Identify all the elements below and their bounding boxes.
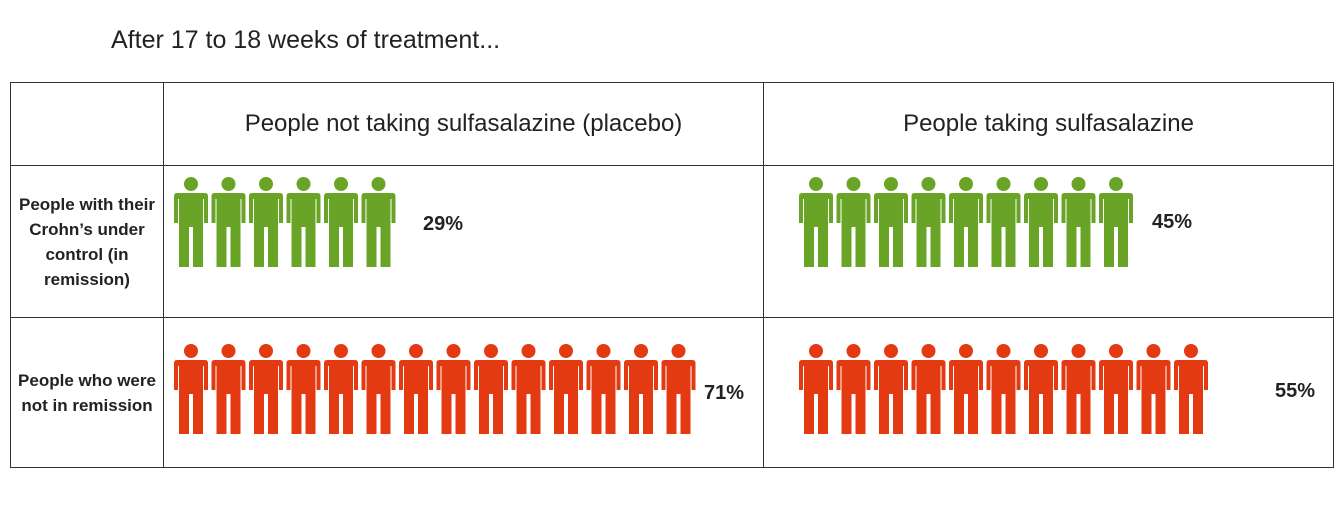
person-icon: [474, 344, 508, 434]
person-icon: [361, 344, 396, 434]
person-icon: [1136, 344, 1171, 434]
person-icon: [511, 344, 546, 434]
column-divider: [763, 83, 764, 467]
row-label-remission: People with their Crohn’s under control …: [18, 194, 156, 289]
row-divider: [11, 317, 1333, 318]
person-icon: [1099, 344, 1133, 434]
person-icon: [286, 344, 321, 434]
row-label-not-remission: People who were not in remission: [18, 370, 156, 415]
column-header-placebo: People not taking sulfasalazine (placebo…: [244, 110, 683, 137]
pictogram-remission-sulfasalazine: [799, 177, 1133, 267]
person-icon: [211, 344, 246, 434]
person-icon: [874, 344, 908, 434]
person-icon: [911, 344, 946, 434]
pictogram-not-remission-sulfasalazine: [799, 344, 1208, 434]
person-icon: [286, 177, 321, 267]
person-icon: [949, 344, 983, 434]
person-icon: [1099, 177, 1133, 267]
person-icon: [1024, 344, 1058, 434]
person-icon: [549, 344, 583, 434]
person-icon: [249, 177, 283, 267]
person-icon: [174, 344, 208, 434]
percent-not-remission-sulfasalazine: 55%: [1275, 380, 1316, 402]
column-divider: [163, 83, 164, 467]
person-icon: [661, 344, 696, 434]
person-icon: [1174, 344, 1208, 434]
person-icon: [211, 177, 246, 267]
person-icon: [949, 177, 983, 267]
person-icon: [1061, 177, 1096, 267]
person-icon: [399, 344, 433, 434]
pictogram-remission-placebo: [174, 177, 396, 267]
person-icon: [1061, 344, 1096, 434]
column-header-sulfasalazine: People taking sulfasalazine: [903, 110, 1194, 137]
person-icon: [911, 177, 946, 267]
person-icon: [174, 177, 208, 267]
person-icon: [836, 177, 871, 267]
person-icon: [324, 177, 358, 267]
person-icon: [986, 344, 1021, 434]
person-icon: [361, 177, 396, 267]
row-divider: [11, 165, 1333, 166]
chart-title: After 17 to 18 weeks of treatment...: [111, 26, 501, 54]
person-icon: [986, 177, 1021, 267]
percent-not-remission-placebo: 71%: [704, 382, 745, 404]
person-icon: [836, 344, 871, 434]
person-icon: [249, 344, 283, 434]
person-icon: [436, 344, 471, 434]
person-icon: [799, 177, 833, 267]
person-icon: [586, 344, 621, 434]
percent-remission-placebo: 29%: [423, 213, 464, 235]
pictogram-not-remission-placebo: [174, 344, 696, 434]
percent-remission-sulfasalazine: 45%: [1152, 211, 1193, 233]
results-table: People not taking sulfasalazine (placebo…: [10, 82, 1334, 468]
person-icon: [624, 344, 658, 434]
person-icon: [874, 177, 908, 267]
person-icon: [324, 344, 358, 434]
person-icon: [1024, 177, 1058, 267]
person-icon: [799, 344, 833, 434]
